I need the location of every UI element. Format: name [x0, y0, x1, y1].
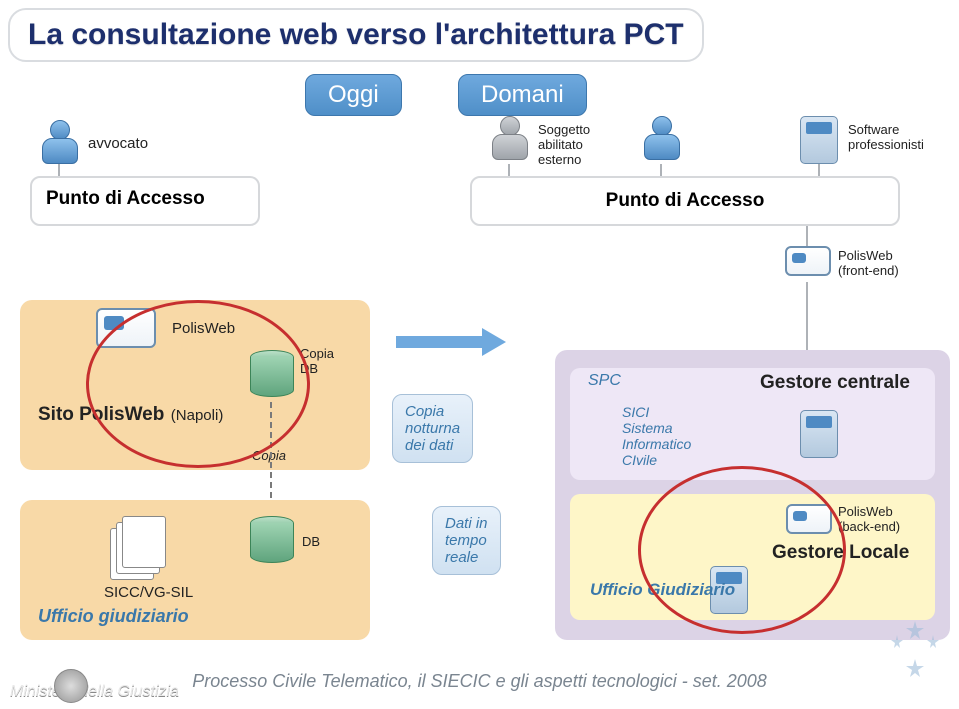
- polisweb-be-label: PolisWeb (back-end): [838, 504, 900, 534]
- avvocato-actor: [40, 120, 80, 164]
- ministero-label: Ministero della Giustizia: [10, 683, 179, 701]
- db-icon: [250, 516, 294, 568]
- punto-accesso-left-label: Punto di Accesso: [46, 188, 205, 209]
- page-title: La consultazione web verso l'architettur…: [8, 8, 704, 62]
- sheets-icon: [110, 516, 166, 580]
- pill-oggi: Oggi: [305, 74, 402, 116]
- avvocato-label: avvocato: [88, 135, 148, 152]
- sici-label: SICI Sistema Informatico CIvile: [622, 404, 691, 468]
- soggetto-abilitato-label: Soggetto abilitato esterno: [538, 122, 590, 167]
- soggetto-abilitato-icon: [490, 116, 530, 160]
- pill-domani: Domani: [458, 74, 587, 116]
- sicc-label: SICC/VG-SIL: [104, 584, 193, 601]
- spc-label: SPC: [588, 372, 621, 390]
- person-icon: [40, 120, 80, 164]
- server-software-prof: [800, 116, 838, 164]
- person-middle-icon: [642, 116, 682, 160]
- arrow-transition: [396, 328, 516, 356]
- polisweb-fe-card: [785, 246, 831, 276]
- red-circle-left: [86, 300, 310, 468]
- callout-dati-tempo-reale: Dati in tempo reale: [432, 506, 501, 575]
- person-icon: [642, 116, 682, 160]
- callout-copia-notturna: Copia notturna dei dati: [392, 394, 473, 463]
- conn-line: [660, 164, 662, 176]
- conn-line: [806, 282, 808, 350]
- db-label: DB: [302, 534, 320, 549]
- conn-line: [806, 226, 808, 246]
- ufficio-left-label: Ufficio giudiziario: [38, 606, 189, 627]
- server-icon: [800, 410, 838, 458]
- idcard-icon: [785, 246, 831, 276]
- polisweb-fe-label: PolisWeb (front-end): [838, 248, 899, 278]
- stars-icon: [885, 619, 945, 679]
- person-gray-icon: [490, 116, 530, 160]
- software-prof-label: Software professionisti: [848, 122, 924, 152]
- emblem-icon: [54, 669, 88, 703]
- punto-accesso-right-box: Punto di Accesso: [470, 176, 900, 226]
- server-centrale: [800, 410, 838, 458]
- punto-accesso-left-box: Punto di Accesso: [30, 176, 260, 226]
- punto-accesso-right-label: Punto di Accesso: [606, 190, 765, 211]
- conn-line: [508, 164, 510, 176]
- db-icon-lower: [250, 516, 294, 568]
- conn-line: [818, 164, 820, 176]
- server-icon: [800, 116, 838, 164]
- gestore-centrale-label: Gestore centrale: [760, 372, 910, 394]
- red-circle-right: [638, 466, 846, 634]
- conn-line: [58, 164, 60, 176]
